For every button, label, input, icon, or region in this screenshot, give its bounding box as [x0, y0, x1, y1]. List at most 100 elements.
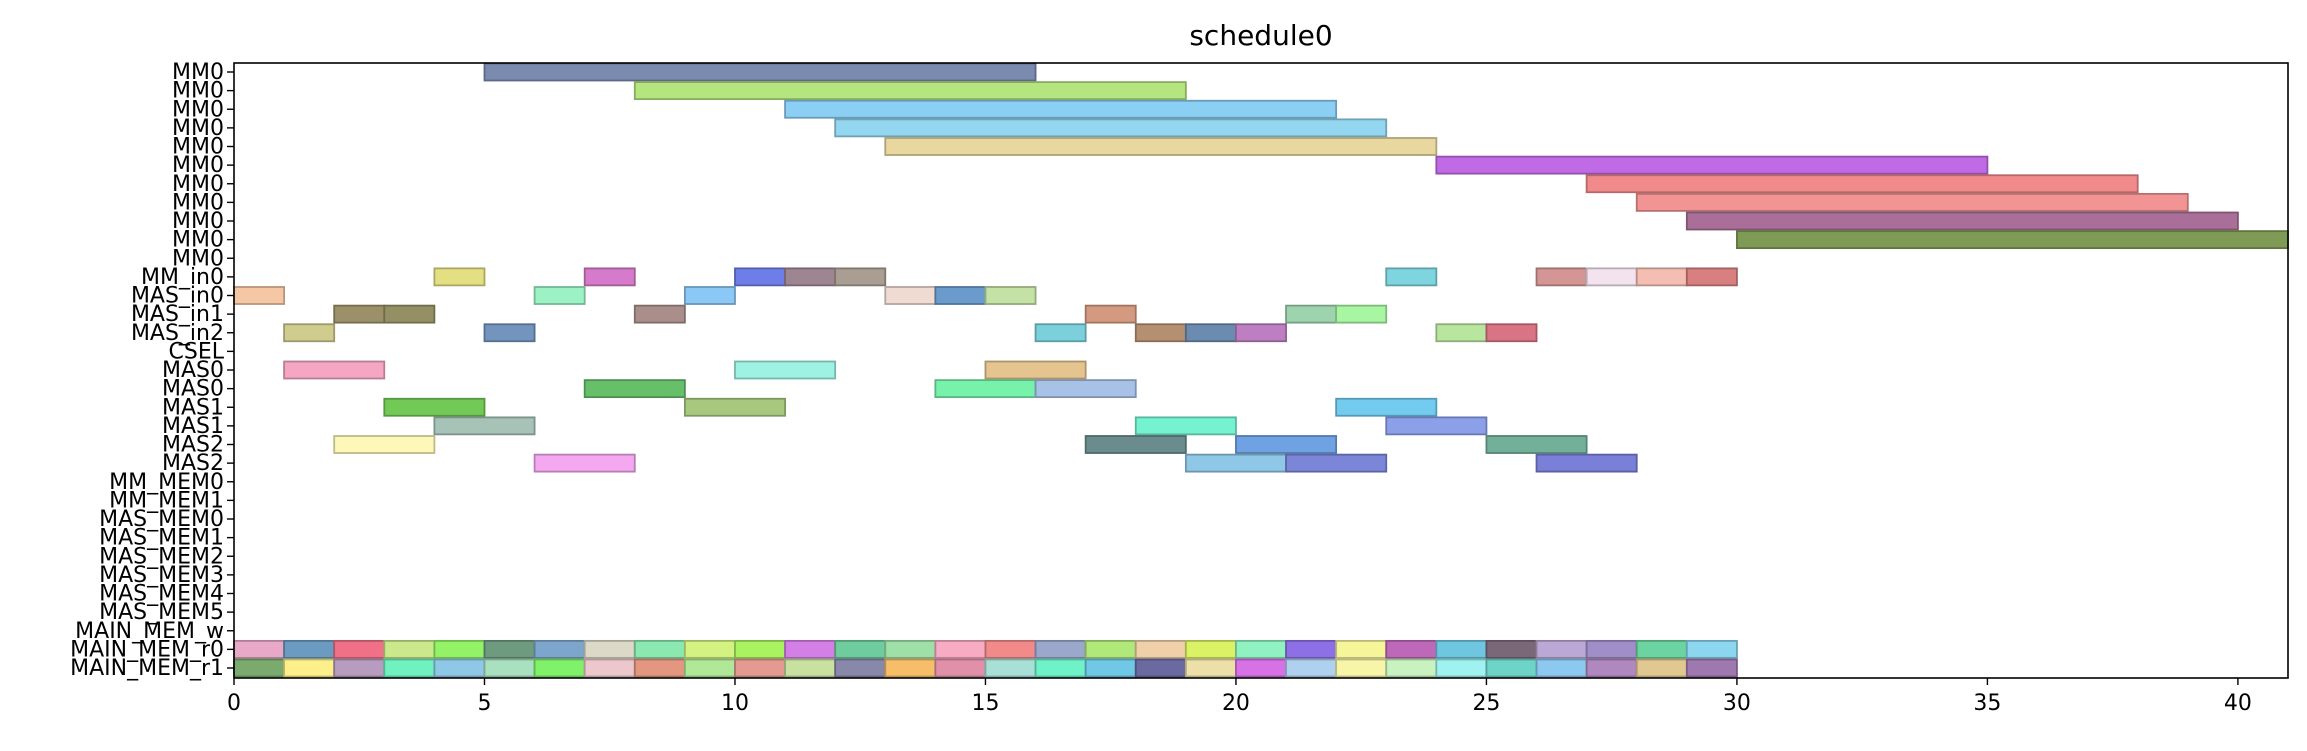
task-bar: [1685, 267, 1738, 287]
y-tick-label: MM0: [172, 79, 224, 104]
task-bar: [383, 658, 436, 678]
task-bar: [633, 304, 686, 324]
task-bar: [583, 639, 636, 659]
y-tick-label: MAS0: [162, 358, 224, 383]
task-bar: [1685, 639, 1738, 659]
task-bar: [483, 323, 536, 343]
task-bar: [1034, 639, 1087, 659]
y-tick-label: MM0: [172, 97, 224, 122]
task-bar: [1485, 658, 1538, 678]
bars-layer: [233, 62, 2289, 678]
y-tick-label: MAS_in0: [131, 284, 224, 309]
task-bar: [1535, 639, 1588, 659]
task-bar: [1084, 304, 1137, 324]
task-bar: [1134, 416, 1237, 436]
task-bar: [1485, 435, 1588, 454]
task-bar: [1335, 397, 1438, 417]
y-tick-label: MAIN_MEM_w: [75, 619, 224, 644]
task-bar: [433, 267, 486, 287]
task-bar: [784, 267, 837, 287]
y-tick-label: MAS_MEM4: [99, 582, 224, 607]
y-tick-label: MM0: [172, 153, 224, 178]
task-bar: [884, 137, 1438, 156]
y-tick-label: MAS1: [162, 414, 224, 439]
task-bar: [333, 639, 386, 659]
task-bar: [1084, 658, 1137, 678]
task-bar: [1585, 267, 1638, 287]
task-bar: [984, 639, 1037, 659]
task-bar: [734, 658, 786, 678]
y-tick-label: MAIN_MEM_r1: [70, 656, 224, 681]
task-bar: [233, 658, 285, 678]
task-bar: [1585, 658, 1638, 678]
task-bar: [1235, 435, 1338, 454]
y-tick-label: MM0: [172, 60, 224, 85]
task-bar: [333, 435, 436, 454]
y-tick-label: MAS0: [162, 377, 224, 402]
task-bar: [984, 360, 1087, 380]
y-tick-label: MM0: [172, 246, 224, 271]
y-tick-label: MAS_in2: [131, 321, 224, 346]
task-bar: [383, 304, 436, 324]
task-bar: [1385, 416, 1488, 436]
task-bar: [1435, 323, 1488, 343]
task-bar: [683, 286, 736, 305]
y-tick-label: MAS_MEM1: [99, 526, 224, 551]
task-bar: [683, 397, 786, 417]
task-bar: [784, 99, 1338, 119]
x-tick-label: 20: [1222, 691, 1250, 716]
task-bar: [1084, 639, 1137, 659]
task-bar: [1285, 453, 1388, 473]
task-bar: [1435, 658, 1488, 678]
task-bar: [1635, 658, 1688, 678]
task-bar: [1685, 658, 1738, 678]
y-axis-labels: MM0MM0MM0MM0MM0MM0MM0MM0MM0MM0MM0MM_in0M…: [70, 60, 234, 681]
task-bar: [1435, 639, 1488, 659]
task-bar: [1385, 267, 1438, 287]
x-axis-ticks: 0 5 10 15 20 25 30 35 40: [227, 678, 2252, 716]
task-bar: [433, 416, 536, 436]
task-bar: [1134, 639, 1187, 659]
task-bar: [934, 286, 987, 305]
task-bar: [283, 658, 336, 678]
task-bar: [834, 267, 887, 287]
chart-title: schedule0: [1189, 19, 1332, 52]
task-bar: [533, 453, 636, 473]
y-tick-label: MAS_MEM3: [99, 563, 224, 588]
task-bar: [1385, 639, 1438, 659]
task-bar: [1435, 155, 1989, 175]
task-bar: [583, 379, 686, 399]
x-tick-label: 0: [227, 691, 241, 716]
y-tick-label: MAS_MEM0: [99, 507, 224, 532]
task-bar: [633, 639, 686, 659]
task-bar: [483, 62, 1037, 82]
y-tick-label: MAS1: [162, 395, 224, 420]
y-tick-label: MM0: [172, 190, 224, 215]
task-bar: [1485, 323, 1538, 343]
y-tick-label: MM_MEM0: [109, 470, 224, 495]
task-bar: [1736, 230, 2289, 250]
task-bar: [984, 286, 1037, 305]
y-tick-label: MAIN_MEM_r0: [70, 637, 224, 662]
task-bar: [1485, 639, 1538, 659]
task-bar: [1335, 658, 1388, 678]
y-tick-label: MM0: [172, 172, 224, 197]
task-bar: [233, 639, 285, 659]
task-bar: [1385, 658, 1438, 678]
task-bar: [1034, 379, 1137, 399]
task-bar: [483, 658, 536, 678]
x-tick-label: 15: [971, 691, 999, 716]
task-bar: [834, 118, 1388, 138]
x-tick-label: 10: [721, 691, 749, 716]
y-tick-label: MAS_MEM2: [99, 544, 224, 569]
task-bar: [1034, 658, 1087, 678]
task-bar: [734, 360, 837, 380]
x-tick-label: 35: [1973, 691, 2001, 716]
task-bar: [1635, 192, 2189, 212]
task-bar: [984, 658, 1037, 678]
x-tick-label: 5: [477, 691, 491, 716]
task-bar: [333, 658, 386, 678]
task-bar: [1285, 639, 1338, 659]
task-bar: [1585, 639, 1638, 659]
task-bar: [884, 286, 937, 305]
